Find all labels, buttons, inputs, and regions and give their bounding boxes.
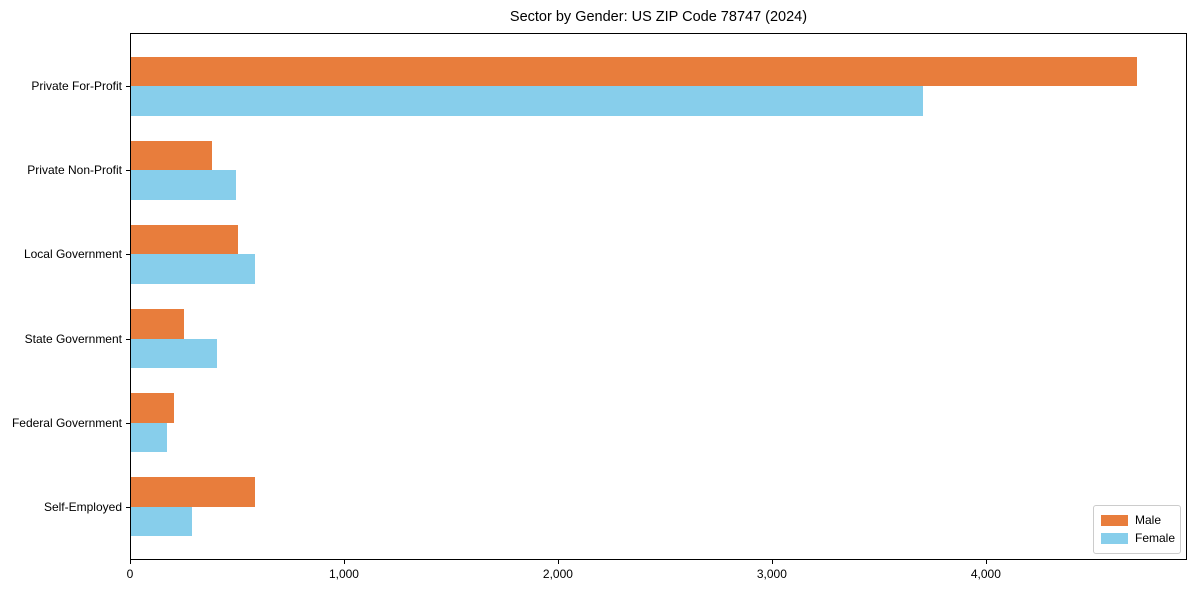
bar-male-state-government [131,309,185,339]
ytick-mark [126,254,130,256]
ytick-label-self-employed: Self-Employed [43,499,122,514]
ytick-mark [126,506,130,508]
ytick-label-federal-government: Federal Government [11,415,122,430]
male-color-swatch [1101,514,1128,526]
xtick-mark [343,560,345,564]
legend: Male Female [1093,505,1181,554]
xtick-label-4000: 4,000 [970,567,1001,581]
xtick-label-2000: 2,000 [542,567,573,581]
ytick-mark [126,338,130,340]
legend-item-male: Male [1101,511,1173,529]
bar-female-state-government [131,338,217,368]
legend-item-female: Female [1101,529,1176,547]
xtick-label-1000: 1,000 [328,567,359,581]
legend-label-female: Female [1135,531,1176,545]
bar-female-self-employed [131,506,192,537]
bar-male-private-for-profit [131,56,1137,87]
bar-male-self-employed [131,477,256,507]
chart-title: Sector by Gender: US ZIP Code 78747 (202… [509,9,808,25]
legend-label-male: Male [1135,513,1162,527]
xtick-mark [557,560,559,564]
xtick-label-0: 0 [126,567,134,581]
bar-male-local-government [131,225,238,255]
bar-female-local-government [131,254,256,284]
bar-female-private-for-profit [131,86,923,116]
ytick-label-state-government: State Government [24,331,122,346]
xtick-mark [771,560,773,564]
ytick-label-private-non-profit: Private Non-Profit [27,163,122,178]
bar-male-private-non-profit [131,141,213,171]
xtick-mark [985,560,987,564]
bar-female-federal-government [131,422,168,452]
xtick-label-3000: 3,000 [756,567,787,581]
ytick-label-private-for-profit: Private For-Profit [31,79,122,94]
female-color-swatch [1101,532,1128,544]
ytick-mark [126,170,130,172]
bar-female-private-non-profit [131,170,236,200]
ytick-mark [126,422,130,424]
ytick-mark [126,86,130,88]
bar-male-federal-government [131,393,174,423]
ytick-label-local-government: Local Government [23,247,122,262]
plot-area [130,33,1187,560]
xtick-mark [130,560,131,564]
